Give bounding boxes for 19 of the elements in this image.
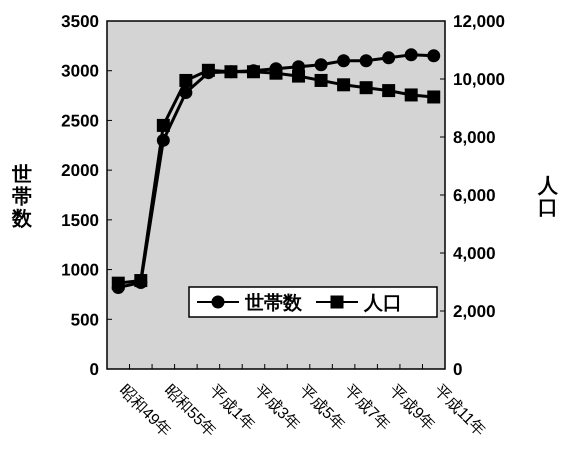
y-tick-label: 1000	[61, 260, 99, 280]
y-axis-title: 世帯数	[11, 164, 33, 230]
y2-axis-title: 人口	[537, 175, 559, 219]
y-tick-label: 500	[70, 310, 99, 330]
y2-tick-label: 0	[453, 360, 462, 379]
y2-tick-label: 2,000	[453, 302, 496, 321]
y2-tick-label: 10,000	[453, 70, 505, 89]
y2-tick-label: 12,000	[453, 12, 505, 31]
y2-tick-label: 4,000	[453, 244, 496, 263]
y-tick-label: 2000	[61, 161, 99, 180]
legend-label: 人口	[363, 293, 402, 314]
y-tick-label: 0	[90, 360, 99, 379]
legend-label: 世帯数	[244, 292, 303, 314]
y2-tick-label: 6,000	[453, 186, 496, 205]
y-tick-label: 2500	[61, 111, 99, 130]
y-tick-label: 1500	[61, 210, 99, 230]
y-tick-label: 3000	[61, 62, 99, 81]
y-tick-label: 3500	[61, 12, 99, 31]
y2-tick-label: 8,000	[453, 128, 496, 147]
